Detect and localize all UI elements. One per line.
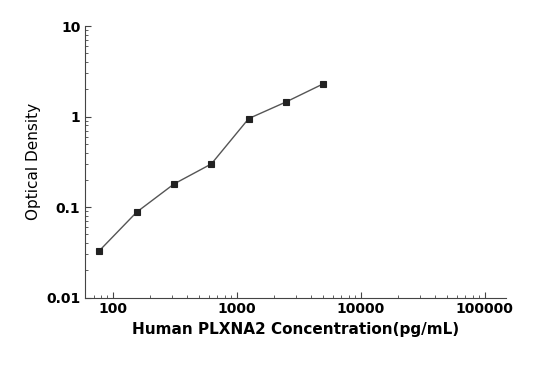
Y-axis label: Optical Density: Optical Density — [26, 103, 41, 220]
X-axis label: Human PLXNA2 Concentration(pg/mL): Human PLXNA2 Concentration(pg/mL) — [132, 322, 459, 337]
